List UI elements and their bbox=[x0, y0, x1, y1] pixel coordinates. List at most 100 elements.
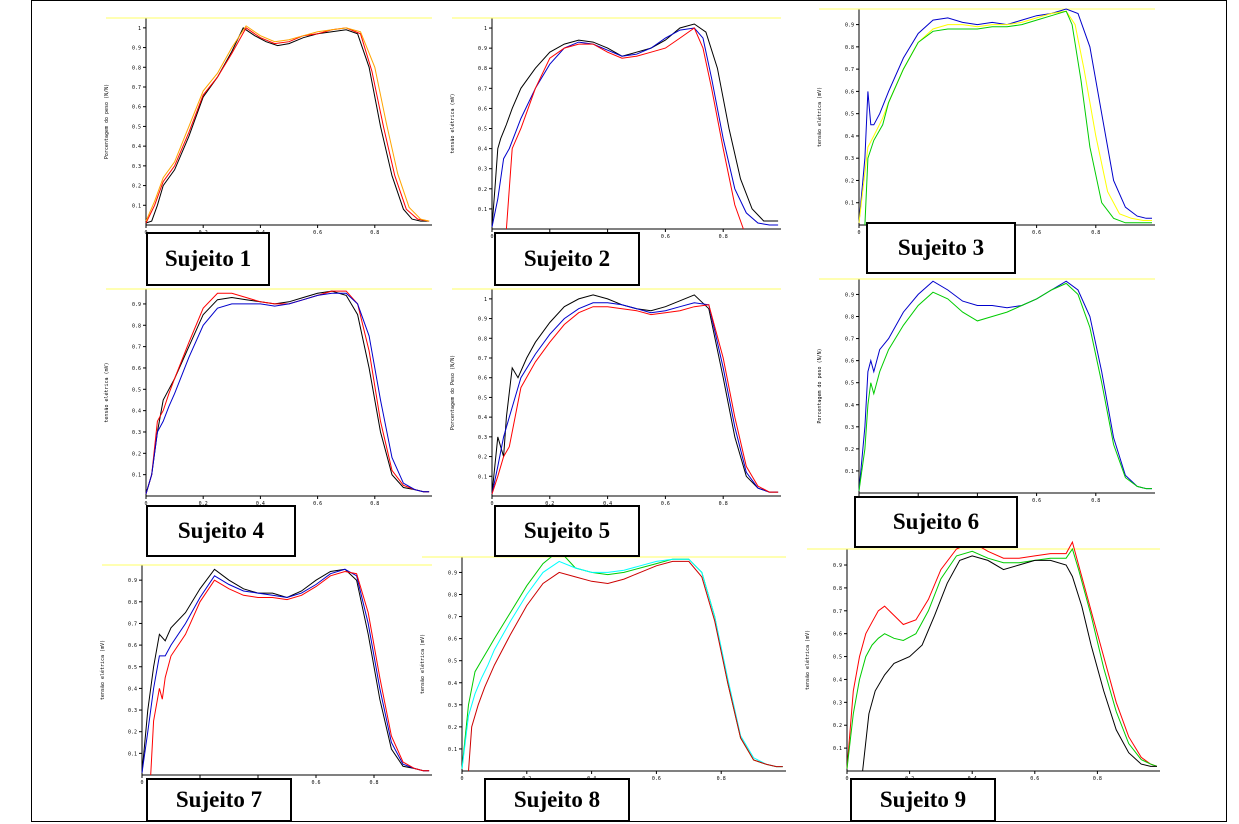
x-tick-label: 0.6 bbox=[1032, 498, 1041, 504]
x-tick-label: 0.4 bbox=[603, 501, 612, 507]
y-axis-label: tensão elétrica (mV) bbox=[99, 640, 106, 700]
x-tick-label: 0.8 bbox=[370, 230, 379, 236]
y-tick-label: 0.6 bbox=[128, 643, 137, 649]
y-axis-label: tensão elétrica (mV) bbox=[103, 362, 110, 422]
y-tick-label: 0.1 bbox=[128, 751, 137, 757]
subject-label: Sujeito 3 bbox=[866, 222, 1016, 274]
y-tick-label: 0.1 bbox=[845, 469, 854, 475]
y-tick-label: 0.6 bbox=[478, 376, 487, 382]
y-tick-label: 0.3 bbox=[845, 156, 854, 162]
y-tick-label: 0.1 bbox=[132, 473, 141, 479]
y-tick-label: 0.4 bbox=[132, 409, 141, 415]
y-axis-label: tensão elétrica (mV) bbox=[804, 630, 811, 690]
y-tick-label: 0.7 bbox=[478, 86, 487, 92]
subject-label: Sujeito 1 bbox=[146, 232, 270, 286]
x-tick-label: 0.6 bbox=[313, 230, 322, 236]
y-axis-label: Porcentagem do peso (N/N) bbox=[104, 84, 110, 159]
subplot-9: 0.10.20.30.40.50.60.70.80.900.20.40.60.8… bbox=[804, 540, 1160, 782]
series-line-1 bbox=[141, 568, 430, 773]
y-tick-label: 0.9 bbox=[478, 46, 487, 52]
y-tick-label: 0.4 bbox=[845, 403, 854, 409]
y-tick-label: 0.3 bbox=[478, 435, 487, 441]
subject-label: Sujeito 9 bbox=[850, 778, 996, 822]
x-tick-label: 0.8 bbox=[370, 501, 379, 507]
subplot-3: 0.10.20.30.40.50.60.70.80.900.20.40.60.8… bbox=[816, 8, 1155, 236]
x-tick-label: 0.6 bbox=[1032, 230, 1041, 236]
y-axis-label: Porcentagem do peso (N/N) bbox=[817, 348, 823, 423]
y-tick-label: 0.1 bbox=[132, 203, 141, 209]
y-tick-label: 0.8 bbox=[845, 45, 854, 51]
y-tick-label: 0.8 bbox=[448, 593, 457, 599]
y-tick-label: 0.2 bbox=[845, 178, 854, 184]
series-line-3 bbox=[145, 25, 430, 222]
subplot-7: 0.10.20.30.40.50.60.70.80.900.20.40.60.8… bbox=[99, 564, 432, 786]
y-tick-label: 0.9 bbox=[833, 563, 842, 569]
x-tick-label: 0.8 bbox=[1091, 230, 1100, 236]
y-tick-label: 0.2 bbox=[478, 455, 487, 461]
y-tick-label: 0.5 bbox=[478, 395, 487, 401]
y-tick-label: 0.1 bbox=[833, 746, 842, 752]
y-tick-label: 0.4 bbox=[132, 144, 141, 150]
y-tick-label: 0.7 bbox=[845, 337, 854, 343]
y-tick-label: 0.8 bbox=[132, 65, 141, 71]
y-axis-label: tensão elétrica (mV) bbox=[449, 93, 456, 153]
x-tick-label: 0 bbox=[490, 501, 493, 507]
y-tick-label: 0.9 bbox=[845, 292, 854, 298]
y-tick-label: 0.5 bbox=[845, 112, 854, 118]
y-tick-label: 0.8 bbox=[478, 66, 487, 72]
y-tick-label: 0.2 bbox=[833, 723, 842, 729]
y-tick-label: 0.3 bbox=[833, 700, 842, 706]
y-tick-label: 0.7 bbox=[478, 356, 487, 362]
series-line-1 bbox=[846, 540, 1158, 769]
y-axis-label: Porcentagem do Peso (N/N) bbox=[450, 355, 456, 430]
y-tick-label: 0.4 bbox=[448, 681, 457, 687]
y-tick-label: 0.6 bbox=[845, 89, 854, 95]
y-tick-label: 0.7 bbox=[132, 85, 141, 91]
y-tick-label: 0.6 bbox=[132, 105, 141, 111]
series-line-2 bbox=[145, 290, 430, 495]
y-tick-label: 0.5 bbox=[132, 387, 141, 393]
y-tick-label: 0.8 bbox=[128, 600, 137, 606]
series-line-3 bbox=[145, 292, 430, 495]
y-tick-label: 0.6 bbox=[132, 366, 141, 372]
y-tick-label: 0.6 bbox=[845, 359, 854, 365]
y-tick-label: 0.9 bbox=[478, 317, 487, 323]
y-tick-label: 0.8 bbox=[132, 323, 141, 329]
y-tick-label: 0.3 bbox=[132, 164, 141, 170]
subject-label: Sujeito 8 bbox=[484, 778, 630, 822]
series-line-2 bbox=[858, 10, 1152, 223]
y-tick-label: 0.7 bbox=[132, 345, 141, 351]
y-tick-label: 0.3 bbox=[128, 708, 137, 714]
y-tick-label: 0.2 bbox=[478, 187, 487, 193]
y-tick-label: 0.6 bbox=[833, 632, 842, 638]
x-tick-label: 0.6 bbox=[661, 234, 670, 240]
y-axis-label: tensão elétrica (mV) bbox=[419, 634, 426, 694]
subject-label: Sujeito 2 bbox=[494, 232, 640, 286]
y-tick-label: 0.5 bbox=[132, 124, 141, 130]
y-tick-label: 0.2 bbox=[132, 184, 141, 190]
series-line-2 bbox=[491, 302, 779, 495]
y-tick-label: 0.1 bbox=[448, 747, 457, 753]
x-tick-label: 0.8 bbox=[719, 234, 728, 240]
series-line-1 bbox=[145, 27, 430, 224]
x-tick-label: 0.4 bbox=[256, 501, 265, 507]
x-tick-label: 0 bbox=[845, 776, 848, 782]
y-tick-label: 0.7 bbox=[128, 621, 137, 627]
x-tick-label: 0 bbox=[460, 776, 463, 782]
series-line-1 bbox=[145, 290, 430, 495]
x-tick-label: 0.6 bbox=[313, 501, 322, 507]
series-line-1 bbox=[858, 8, 1152, 223]
x-tick-label: 0.2 bbox=[545, 501, 554, 507]
y-tick-label: 0.9 bbox=[448, 570, 457, 576]
subplot-4: 0.1 0.2 0.3 0.4 0.5 0.6 0.7 0.8 0.9 0 0.2 0.4 0.6 0.8… bbox=[103, 288, 432, 507]
y-tick-label: 0.5 bbox=[128, 665, 137, 671]
subplot-6: 0.10.20.30.40.50.60.70.80.900.20.40.60.8… bbox=[817, 278, 1155, 504]
x-tick-label: 0 bbox=[140, 780, 143, 786]
y-tick-label: 0.2 bbox=[128, 730, 137, 736]
x-tick-label: 0.8 bbox=[1091, 498, 1100, 504]
y-tick-label: 1 bbox=[484, 26, 487, 32]
y-tick-label: 0.2 bbox=[132, 451, 141, 457]
series-line-2 bbox=[461, 558, 783, 769]
subject-label: Sujeito 5 bbox=[494, 505, 640, 557]
